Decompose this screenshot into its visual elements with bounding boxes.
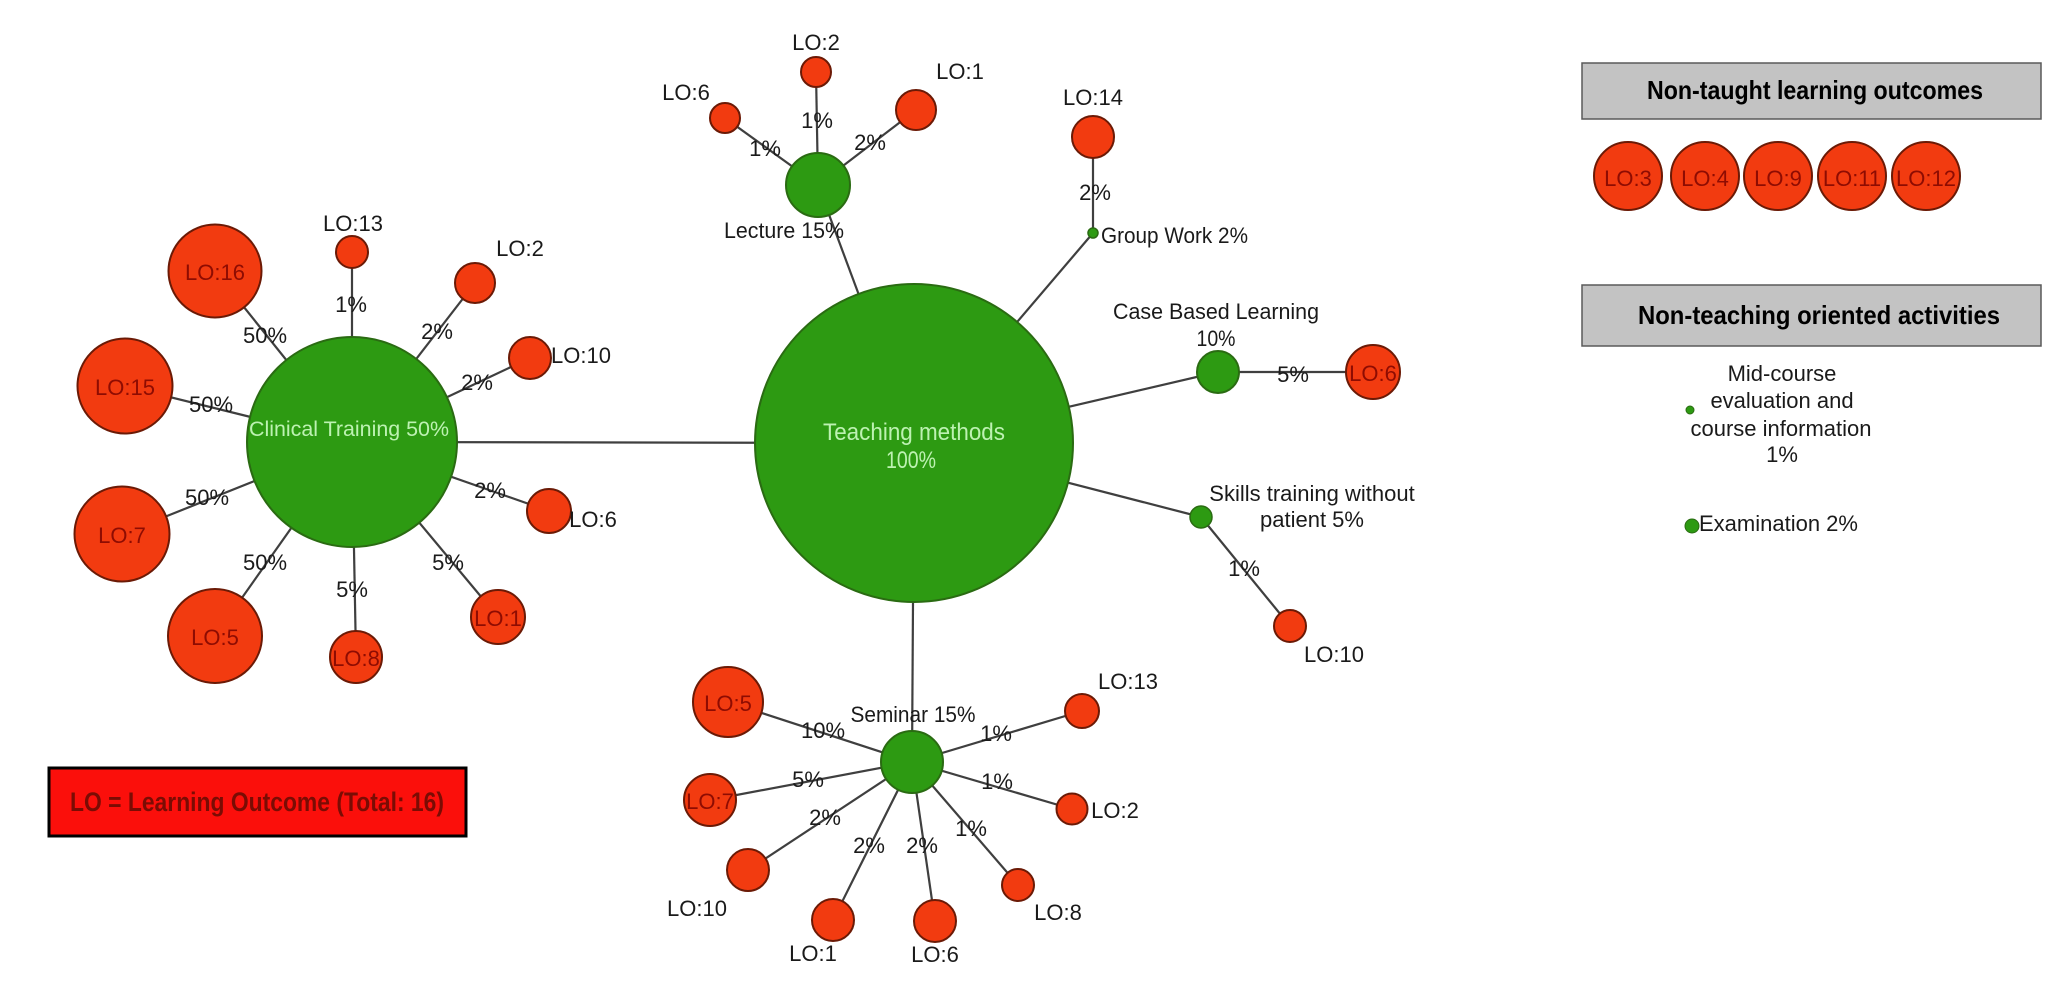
svg-text:1%: 1% xyxy=(1228,556,1260,581)
svg-text:patient 5%: patient 5% xyxy=(1260,507,1364,532)
svg-text:LO:13: LO:13 xyxy=(323,211,383,236)
svg-text:Mid-course: Mid-course xyxy=(1728,361,1837,386)
svg-text:5%: 5% xyxy=(432,550,464,575)
svg-text:Examination 2%: Examination 2% xyxy=(1699,511,1858,536)
svg-text:10%: 10% xyxy=(1197,326,1236,351)
svg-text:LO:3: LO:3 xyxy=(1604,166,1652,191)
svg-text:Group Work 2%: Group Work 2% xyxy=(1101,223,1248,248)
svg-text:1%: 1% xyxy=(980,721,1012,746)
svg-text:evaluation and: evaluation and xyxy=(1710,388,1853,413)
svg-text:Clinical Training 50%: Clinical Training 50% xyxy=(249,418,449,441)
svg-text:1%: 1% xyxy=(1766,442,1798,467)
svg-text:LO:1: LO:1 xyxy=(474,606,522,631)
svg-text:50%: 50% xyxy=(243,550,287,575)
svg-text:2%: 2% xyxy=(854,130,886,155)
svg-text:LO:6: LO:6 xyxy=(569,507,617,532)
svg-text:LO:8: LO:8 xyxy=(332,646,380,671)
svg-text:LO:10: LO:10 xyxy=(1304,642,1364,667)
svg-text:2%: 2% xyxy=(809,805,841,830)
svg-text:LO:7: LO:7 xyxy=(98,523,146,548)
svg-text:5%: 5% xyxy=(1277,362,1309,387)
svg-text:LO:10: LO:10 xyxy=(551,343,611,368)
svg-text:LO:12: LO:12 xyxy=(1896,166,1956,191)
svg-text:2%: 2% xyxy=(1079,180,1111,205)
svg-text:Teaching methods: Teaching methods xyxy=(823,419,1005,446)
svg-text:2%: 2% xyxy=(421,319,453,344)
svg-text:5%: 5% xyxy=(336,577,368,602)
svg-text:Lecture 15%: Lecture 15% xyxy=(724,218,844,243)
svg-text:LO:8: LO:8 xyxy=(1034,900,1082,925)
svg-text:2%: 2% xyxy=(853,833,885,858)
svg-text:50%: 50% xyxy=(185,485,229,510)
svg-text:course information: course information xyxy=(1691,416,1872,441)
svg-text:10%: 10% xyxy=(801,718,845,743)
svg-text:2%: 2% xyxy=(474,478,506,503)
svg-text:LO:5: LO:5 xyxy=(191,625,239,650)
svg-text:2%: 2% xyxy=(461,370,493,395)
svg-text:Non-taught learning outcomes: Non-taught learning outcomes xyxy=(1647,75,1983,105)
svg-text:LO:4: LO:4 xyxy=(1681,166,1729,191)
svg-text:LO:16: LO:16 xyxy=(185,260,245,285)
svg-text:Non-teaching oriented activiti: Non-teaching oriented activities xyxy=(1638,300,2000,330)
svg-text:LO:6: LO:6 xyxy=(662,80,710,105)
svg-text:1%: 1% xyxy=(749,136,781,161)
svg-text:LO:1: LO:1 xyxy=(789,941,837,966)
svg-text:LO:9: LO:9 xyxy=(1754,166,1802,191)
svg-text:100%: 100% xyxy=(886,447,936,474)
svg-text:50%: 50% xyxy=(189,392,233,417)
svg-text:LO:13: LO:13 xyxy=(1098,669,1158,694)
svg-text:LO:5: LO:5 xyxy=(704,691,752,716)
svg-text:1%: 1% xyxy=(335,292,367,317)
svg-text:Case Based Learning: Case Based Learning xyxy=(1113,299,1319,324)
svg-text:1%: 1% xyxy=(981,769,1013,794)
svg-text:1%: 1% xyxy=(801,108,833,133)
svg-text:LO:2: LO:2 xyxy=(496,236,544,261)
svg-text:LO:7: LO:7 xyxy=(686,789,734,814)
svg-text:1%: 1% xyxy=(955,816,987,841)
svg-text:5%: 5% xyxy=(792,767,824,792)
svg-text:LO:15: LO:15 xyxy=(95,375,155,400)
svg-text:LO:6: LO:6 xyxy=(1349,361,1397,386)
svg-text:LO:1: LO:1 xyxy=(936,59,984,84)
svg-text:Skills training without: Skills training without xyxy=(1209,481,1414,506)
svg-text:Seminar 15%: Seminar 15% xyxy=(851,702,976,727)
svg-text:LO:2: LO:2 xyxy=(1091,798,1139,823)
svg-text:LO:11: LO:11 xyxy=(1823,166,1881,191)
svg-text:LO = Learning Outcome (Total:: LO = Learning Outcome (Total: 16) xyxy=(70,787,444,817)
svg-text:50%: 50% xyxy=(243,323,287,348)
svg-text:LO:10: LO:10 xyxy=(667,896,727,921)
svg-text:LO:2: LO:2 xyxy=(792,30,840,55)
svg-text:LO:6: LO:6 xyxy=(911,942,959,967)
svg-text:LO:14: LO:14 xyxy=(1063,85,1123,110)
svg-text:2%: 2% xyxy=(906,833,938,858)
